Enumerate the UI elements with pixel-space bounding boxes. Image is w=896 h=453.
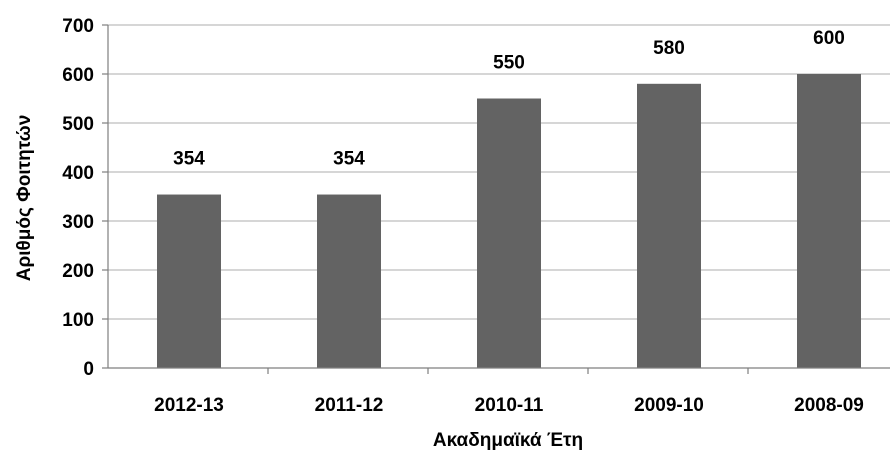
axes xyxy=(102,24,890,374)
labels: 0 100 200 300 400 500 600 700 2012-13 354 2011-12 3… xyxy=(62,16,864,416)
y-tick-label: 0 xyxy=(83,359,94,380)
data-label: 600 xyxy=(813,28,845,49)
data-label: 580 xyxy=(653,38,685,59)
bar xyxy=(157,194,221,368)
x-tick-label: 2012-13 xyxy=(154,395,224,416)
y-tick-label: 400 xyxy=(62,163,94,184)
bars xyxy=(157,74,861,369)
bar xyxy=(477,98,541,368)
data-label: 550 xyxy=(493,53,525,74)
y-tick-label: 200 xyxy=(62,261,94,282)
x-tick-label: 2008-09 xyxy=(794,395,864,416)
y-axis-title: Αριθμός Φοιτητών xyxy=(14,115,35,282)
x-tick-label: 2011-12 xyxy=(315,395,384,416)
y-tick-label: 600 xyxy=(62,65,94,86)
y-tick-label: 700 xyxy=(62,16,94,37)
x-tick-label: 2010-11 xyxy=(475,395,544,416)
y-tick-label: 100 xyxy=(62,310,94,331)
bar xyxy=(797,74,861,368)
bar xyxy=(317,194,381,368)
y-tick-label: 300 xyxy=(62,212,94,233)
data-label: 354 xyxy=(333,149,365,170)
y-tick-label: 500 xyxy=(62,114,94,135)
data-label: 354 xyxy=(173,149,205,170)
bar xyxy=(637,83,701,369)
x-axis-title: Ακαδημαϊκά Έτη xyxy=(433,430,583,451)
x-tick-label: 2009-10 xyxy=(634,395,704,416)
